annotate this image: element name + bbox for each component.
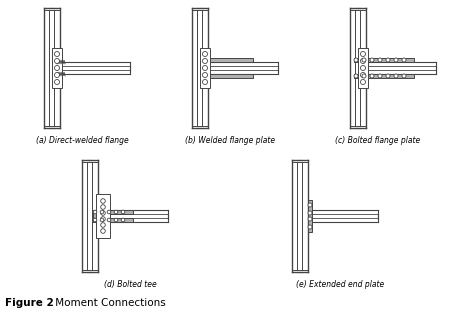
- Bar: [88, 160, 92, 272]
- Circle shape: [354, 58, 358, 62]
- Circle shape: [202, 51, 208, 57]
- Bar: [358, 48, 368, 88]
- Circle shape: [394, 58, 398, 62]
- Bar: [200, 48, 210, 88]
- Circle shape: [100, 223, 105, 227]
- Text: Moment Connections: Moment Connections: [52, 298, 166, 308]
- Circle shape: [386, 58, 390, 62]
- Circle shape: [361, 58, 365, 63]
- Circle shape: [121, 210, 125, 214]
- Bar: [208, 62, 278, 74]
- Circle shape: [114, 210, 118, 214]
- Text: (b) Welded flange plate: (b) Welded flange plate: [185, 136, 275, 145]
- Circle shape: [100, 218, 104, 222]
- Bar: [52, 48, 62, 88]
- Circle shape: [202, 58, 208, 63]
- Circle shape: [93, 218, 97, 222]
- Circle shape: [202, 73, 208, 78]
- Text: (a) Direct-welded flange: (a) Direct-welded flange: [36, 136, 128, 145]
- Circle shape: [361, 73, 365, 78]
- Circle shape: [361, 66, 365, 71]
- Bar: [198, 8, 202, 128]
- Circle shape: [55, 79, 60, 84]
- Circle shape: [100, 205, 105, 209]
- Text: Figure 2: Figure 2: [5, 298, 54, 308]
- Circle shape: [378, 58, 382, 62]
- Bar: [60, 62, 130, 74]
- Circle shape: [370, 74, 374, 78]
- Circle shape: [100, 217, 105, 221]
- Bar: [208, 74, 253, 78]
- Circle shape: [107, 218, 111, 222]
- Circle shape: [402, 74, 406, 78]
- Bar: [366, 62, 436, 74]
- Circle shape: [55, 66, 60, 71]
- Bar: [308, 200, 312, 232]
- Circle shape: [121, 218, 125, 222]
- Circle shape: [308, 211, 312, 215]
- Text: (e) Extended end plate: (e) Extended end plate: [296, 280, 384, 289]
- Circle shape: [114, 218, 118, 222]
- Circle shape: [107, 210, 111, 214]
- Circle shape: [100, 211, 105, 215]
- Circle shape: [202, 79, 208, 84]
- Bar: [49, 8, 55, 128]
- Bar: [93, 214, 99, 222]
- Circle shape: [378, 74, 382, 78]
- Circle shape: [361, 51, 365, 57]
- Circle shape: [362, 58, 366, 62]
- Bar: [96, 194, 110, 238]
- Bar: [98, 210, 168, 222]
- Circle shape: [202, 66, 208, 71]
- Bar: [298, 160, 302, 272]
- Circle shape: [361, 79, 365, 84]
- Bar: [354, 58, 414, 62]
- Circle shape: [370, 58, 374, 62]
- Circle shape: [402, 58, 406, 62]
- Text: (d) Bolted tee: (d) Bolted tee: [104, 280, 156, 289]
- Circle shape: [55, 58, 60, 63]
- Circle shape: [308, 217, 312, 221]
- Bar: [93, 210, 133, 214]
- Bar: [93, 210, 99, 218]
- Circle shape: [93, 210, 97, 214]
- Circle shape: [362, 74, 366, 78]
- Text: (c) Bolted flange plate: (c) Bolted flange plate: [336, 136, 420, 145]
- Bar: [93, 218, 133, 222]
- Circle shape: [100, 199, 105, 203]
- Circle shape: [308, 225, 312, 229]
- Circle shape: [354, 74, 358, 78]
- Circle shape: [386, 74, 390, 78]
- Circle shape: [55, 73, 60, 78]
- Circle shape: [55, 51, 60, 57]
- Bar: [356, 8, 361, 128]
- Circle shape: [308, 203, 312, 207]
- Circle shape: [100, 210, 104, 214]
- Circle shape: [100, 229, 105, 233]
- Bar: [208, 58, 253, 62]
- Circle shape: [394, 74, 398, 78]
- Bar: [354, 74, 414, 78]
- Bar: [308, 210, 378, 222]
